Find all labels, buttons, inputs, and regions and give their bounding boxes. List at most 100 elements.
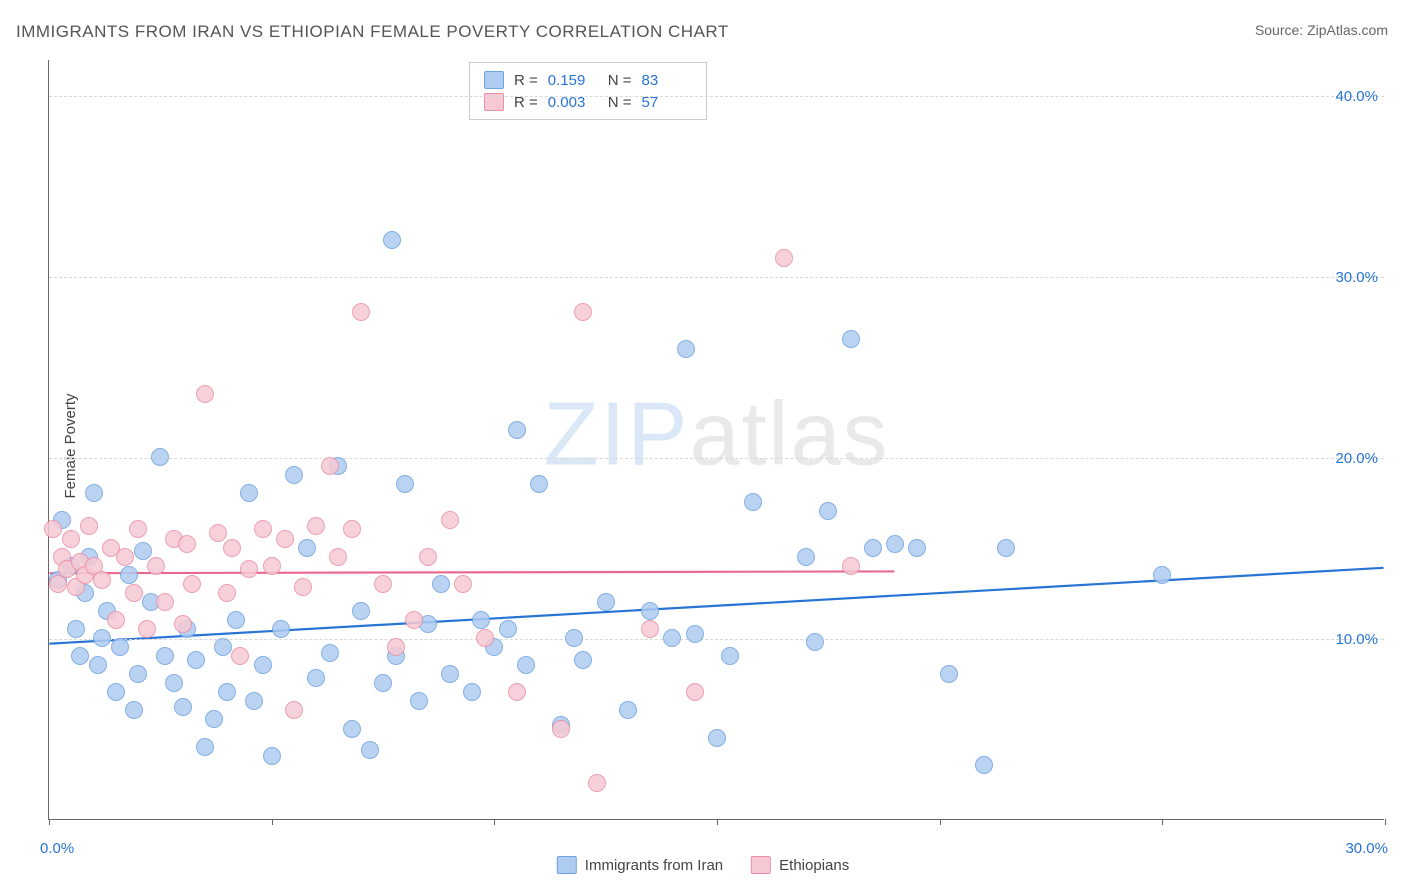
scatter-point <box>686 625 704 643</box>
n-value-0: 83 <box>642 72 692 89</box>
bottom-legend: Immigrants from Iran Ethiopians <box>557 856 849 874</box>
scatter-point <box>641 602 659 620</box>
scatter-point <box>574 651 592 669</box>
scatter-point <box>940 665 958 683</box>
scatter-point <box>307 669 325 687</box>
legend-item-1: Ethiopians <box>751 856 849 874</box>
scatter-point <box>174 698 192 716</box>
scatter-point <box>62 530 80 548</box>
scatter-point <box>343 720 361 738</box>
gridline <box>49 277 1384 278</box>
scatter-point <box>245 692 263 710</box>
scatter-point <box>597 593 615 611</box>
scatter-point <box>120 566 138 584</box>
scatter-point <box>1153 566 1171 584</box>
scatter-point <box>178 535 196 553</box>
n-label: N = <box>608 72 632 89</box>
scatter-point <box>387 638 405 656</box>
scatter-point <box>396 475 414 493</box>
scatter-point <box>321 644 339 662</box>
scatter-point <box>196 385 214 403</box>
scatter-point <box>111 638 129 656</box>
scatter-point <box>134 542 152 560</box>
scatter-point <box>227 611 245 629</box>
scatter-point <box>156 647 174 665</box>
x-tick-mark <box>1162 819 1163 825</box>
trendline <box>49 568 1383 644</box>
scatter-point <box>156 593 174 611</box>
scatter-point <box>419 548 437 566</box>
scatter-point <box>263 747 281 765</box>
scatter-point <box>472 611 490 629</box>
scatter-point <box>129 520 147 538</box>
scatter-point <box>240 560 258 578</box>
swatch-legend-0 <box>557 856 577 874</box>
chart-title: IMMIGRANTS FROM IRAN VS ETHIOPIAN FEMALE… <box>16 22 729 42</box>
scatter-point <box>405 611 423 629</box>
scatter-point <box>352 602 370 620</box>
scatter-point <box>552 720 570 738</box>
chart-container: IMMIGRANTS FROM IRAN VS ETHIOPIAN FEMALE… <box>0 0 1406 892</box>
scatter-point <box>307 517 325 535</box>
scatter-point <box>165 674 183 692</box>
x-tick-mark <box>940 819 941 825</box>
scatter-point <box>125 584 143 602</box>
scatter-point <box>997 539 1015 557</box>
scatter-point <box>254 520 272 538</box>
scatter-point <box>775 249 793 267</box>
scatter-point <box>218 683 236 701</box>
scatter-point <box>321 457 339 475</box>
scatter-point <box>231 647 249 665</box>
scatter-point <box>508 683 526 701</box>
scatter-point <box>93 629 111 647</box>
scatter-point <box>374 575 392 593</box>
scatter-point <box>517 656 535 674</box>
y-tick-label: 20.0% <box>1335 450 1378 467</box>
scatter-point <box>842 330 860 348</box>
scatter-point <box>361 741 379 759</box>
swatch-series-0 <box>484 71 504 89</box>
scatter-point <box>842 557 860 575</box>
scatter-point <box>272 620 290 638</box>
scatter-point <box>138 620 156 638</box>
scatter-point <box>223 539 241 557</box>
scatter-point <box>463 683 481 701</box>
source-label: Source: ZipAtlas.com <box>1255 22 1388 38</box>
scatter-point <box>797 548 815 566</box>
scatter-point <box>352 303 370 321</box>
r-value-0: 0.159 <box>548 72 598 89</box>
scatter-point <box>565 629 583 647</box>
x-tick-mark <box>1385 819 1386 825</box>
scatter-point <box>89 656 107 674</box>
scatter-point <box>329 548 347 566</box>
scatter-point <box>476 629 494 647</box>
scatter-point <box>806 633 824 651</box>
scatter-point <box>298 539 316 557</box>
watermark-zip: ZIP <box>543 384 689 484</box>
stats-row-series-1: R = 0.003 N = 57 <box>484 91 692 113</box>
y-tick-label: 30.0% <box>1335 269 1378 286</box>
scatter-point <box>187 651 205 669</box>
scatter-point <box>285 466 303 484</box>
scatter-point <box>588 774 606 792</box>
scatter-point <box>374 674 392 692</box>
scatter-point <box>129 665 147 683</box>
scatter-point <box>218 584 236 602</box>
scatter-point <box>499 620 517 638</box>
x-tick-mark <box>717 819 718 825</box>
scatter-point <box>71 647 89 665</box>
scatter-point <box>508 421 526 439</box>
scatter-point <box>93 571 111 589</box>
scatter-point <box>285 701 303 719</box>
plot-area: ZIPatlas R = 0.159 N = 83 R = 0.003 N = … <box>48 60 1384 820</box>
legend-label-1: Ethiopians <box>779 857 849 874</box>
scatter-point <box>975 756 993 774</box>
scatter-point <box>107 683 125 701</box>
scatter-point <box>641 620 659 638</box>
scatter-point <box>276 530 294 548</box>
scatter-point <box>908 539 926 557</box>
scatter-point <box>240 484 258 502</box>
x-tick-label-left: 0.0% <box>40 840 74 857</box>
scatter-point <box>663 629 681 647</box>
scatter-point <box>432 575 450 593</box>
